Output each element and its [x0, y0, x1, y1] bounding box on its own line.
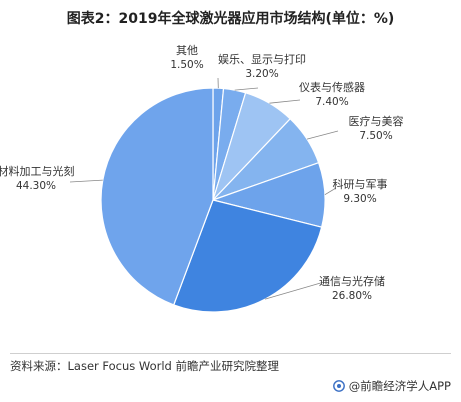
slice-value-label: 7.40%	[315, 96, 348, 108]
slice-value-label: 26.80%	[332, 290, 372, 302]
chart-title: 图表2：2019年全球激光器应用市场结构(单位：%)	[66, 11, 395, 27]
brand-credit: @前瞻经济学人APP	[332, 378, 451, 394]
leader-line	[324, 187, 337, 196]
slice-label: 材料加工与光刻	[0, 164, 75, 178]
pie-chart: 其他 1.50% 娱乐、显示与打印 3.20% 仪表与传感器 7.40%医疗与美容 7.50…	[0, 44, 404, 313]
leader-line	[234, 87, 259, 91]
leader-line	[264, 281, 325, 300]
footer-divider	[10, 353, 451, 354]
slice-label: 科研与军事	[333, 177, 388, 191]
slice-value-label: 1.50%	[170, 59, 203, 71]
slice-value-label: 44.30%	[16, 180, 56, 192]
brand-text: @前瞻经济学人APP	[348, 379, 451, 393]
pie-slice	[172, 199, 323, 313]
slice-label: 其他	[176, 44, 198, 57]
slice-label: 娱乐、显示与打印	[218, 52, 306, 66]
brand-logo-icon	[332, 380, 345, 392]
leader-line	[306, 130, 339, 140]
slice-value-label: 3.20%	[245, 68, 278, 80]
source-note: 资料来源：Laser Focus World 前瞻产业研究院整理	[10, 359, 280, 373]
slice-value-label: 9.30%	[343, 193, 376, 205]
leader-line	[269, 99, 301, 104]
slice-label: 仪表与传感器	[299, 80, 365, 94]
pie-slice	[100, 87, 214, 306]
slice-label: 通信与光存储	[319, 274, 385, 288]
slice-value-label: 7.50%	[359, 130, 392, 142]
leader-line	[69, 179, 103, 183]
slice-label: 医疗与美容	[349, 114, 404, 128]
